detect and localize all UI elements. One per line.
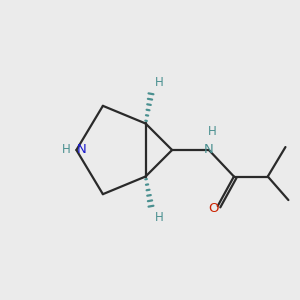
Text: N: N <box>76 143 86 157</box>
Text: H: H <box>207 124 216 138</box>
Text: N: N <box>204 143 214 157</box>
Text: H: H <box>154 211 163 224</box>
Text: H: H <box>62 143 71 157</box>
Text: H: H <box>154 76 163 89</box>
Text: O: O <box>208 202 219 215</box>
